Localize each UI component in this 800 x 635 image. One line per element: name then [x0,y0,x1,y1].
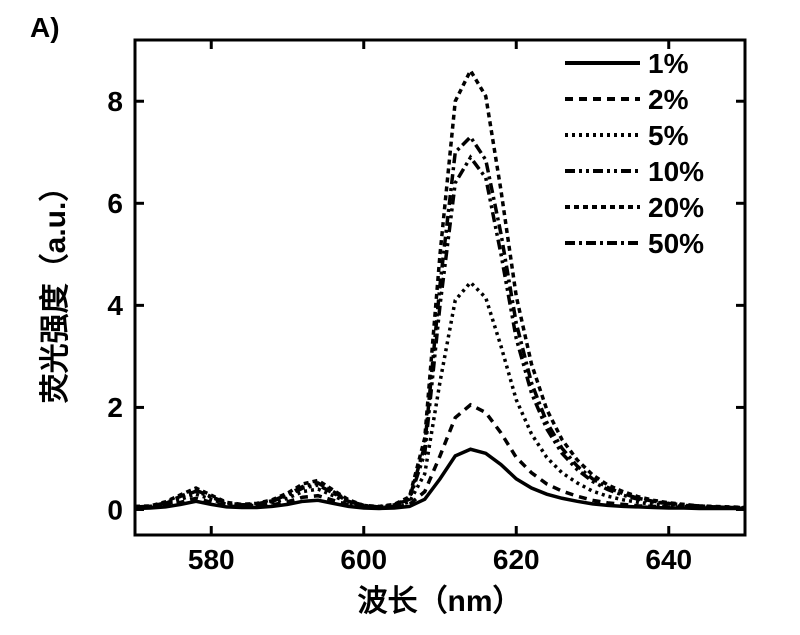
series-line [135,282,745,508]
legend-label: 2% [648,84,689,115]
legend-label: 50% [648,228,704,259]
panel-label: A) [30,12,60,44]
y-tick-label: 0 [107,494,123,525]
x-tick-label: 580 [188,544,235,575]
chart-container: A) 580 600 620 640 0 2 4 6 8 波长（nm） 荧光强度（a.u.） 1% 2%… [0,0,800,635]
x-axis-label: 波长（nm） [358,584,523,618]
y-tick-label: 8 [107,86,123,117]
x-tick-label: 640 [645,544,692,575]
y-axis-label: 荧光强度（a.u.） [38,172,72,404]
series-line [135,405,745,509]
x-tick-label: 600 [340,544,387,575]
legend-label: 20% [648,192,704,223]
legend-label: 5% [648,120,689,151]
y-tick-label: 2 [107,392,123,423]
y-tick-label: 6 [107,188,123,219]
y-tick-label: 4 [107,290,123,321]
legend-label: 1% [648,48,689,79]
x-tick-label: 620 [493,544,540,575]
spectra-chart: 580 600 620 640 0 2 4 6 8 波长（nm） 荧光强度（a.u.） 1% 2% 5% 1… [0,0,800,635]
legend-label: 10% [648,156,704,187]
